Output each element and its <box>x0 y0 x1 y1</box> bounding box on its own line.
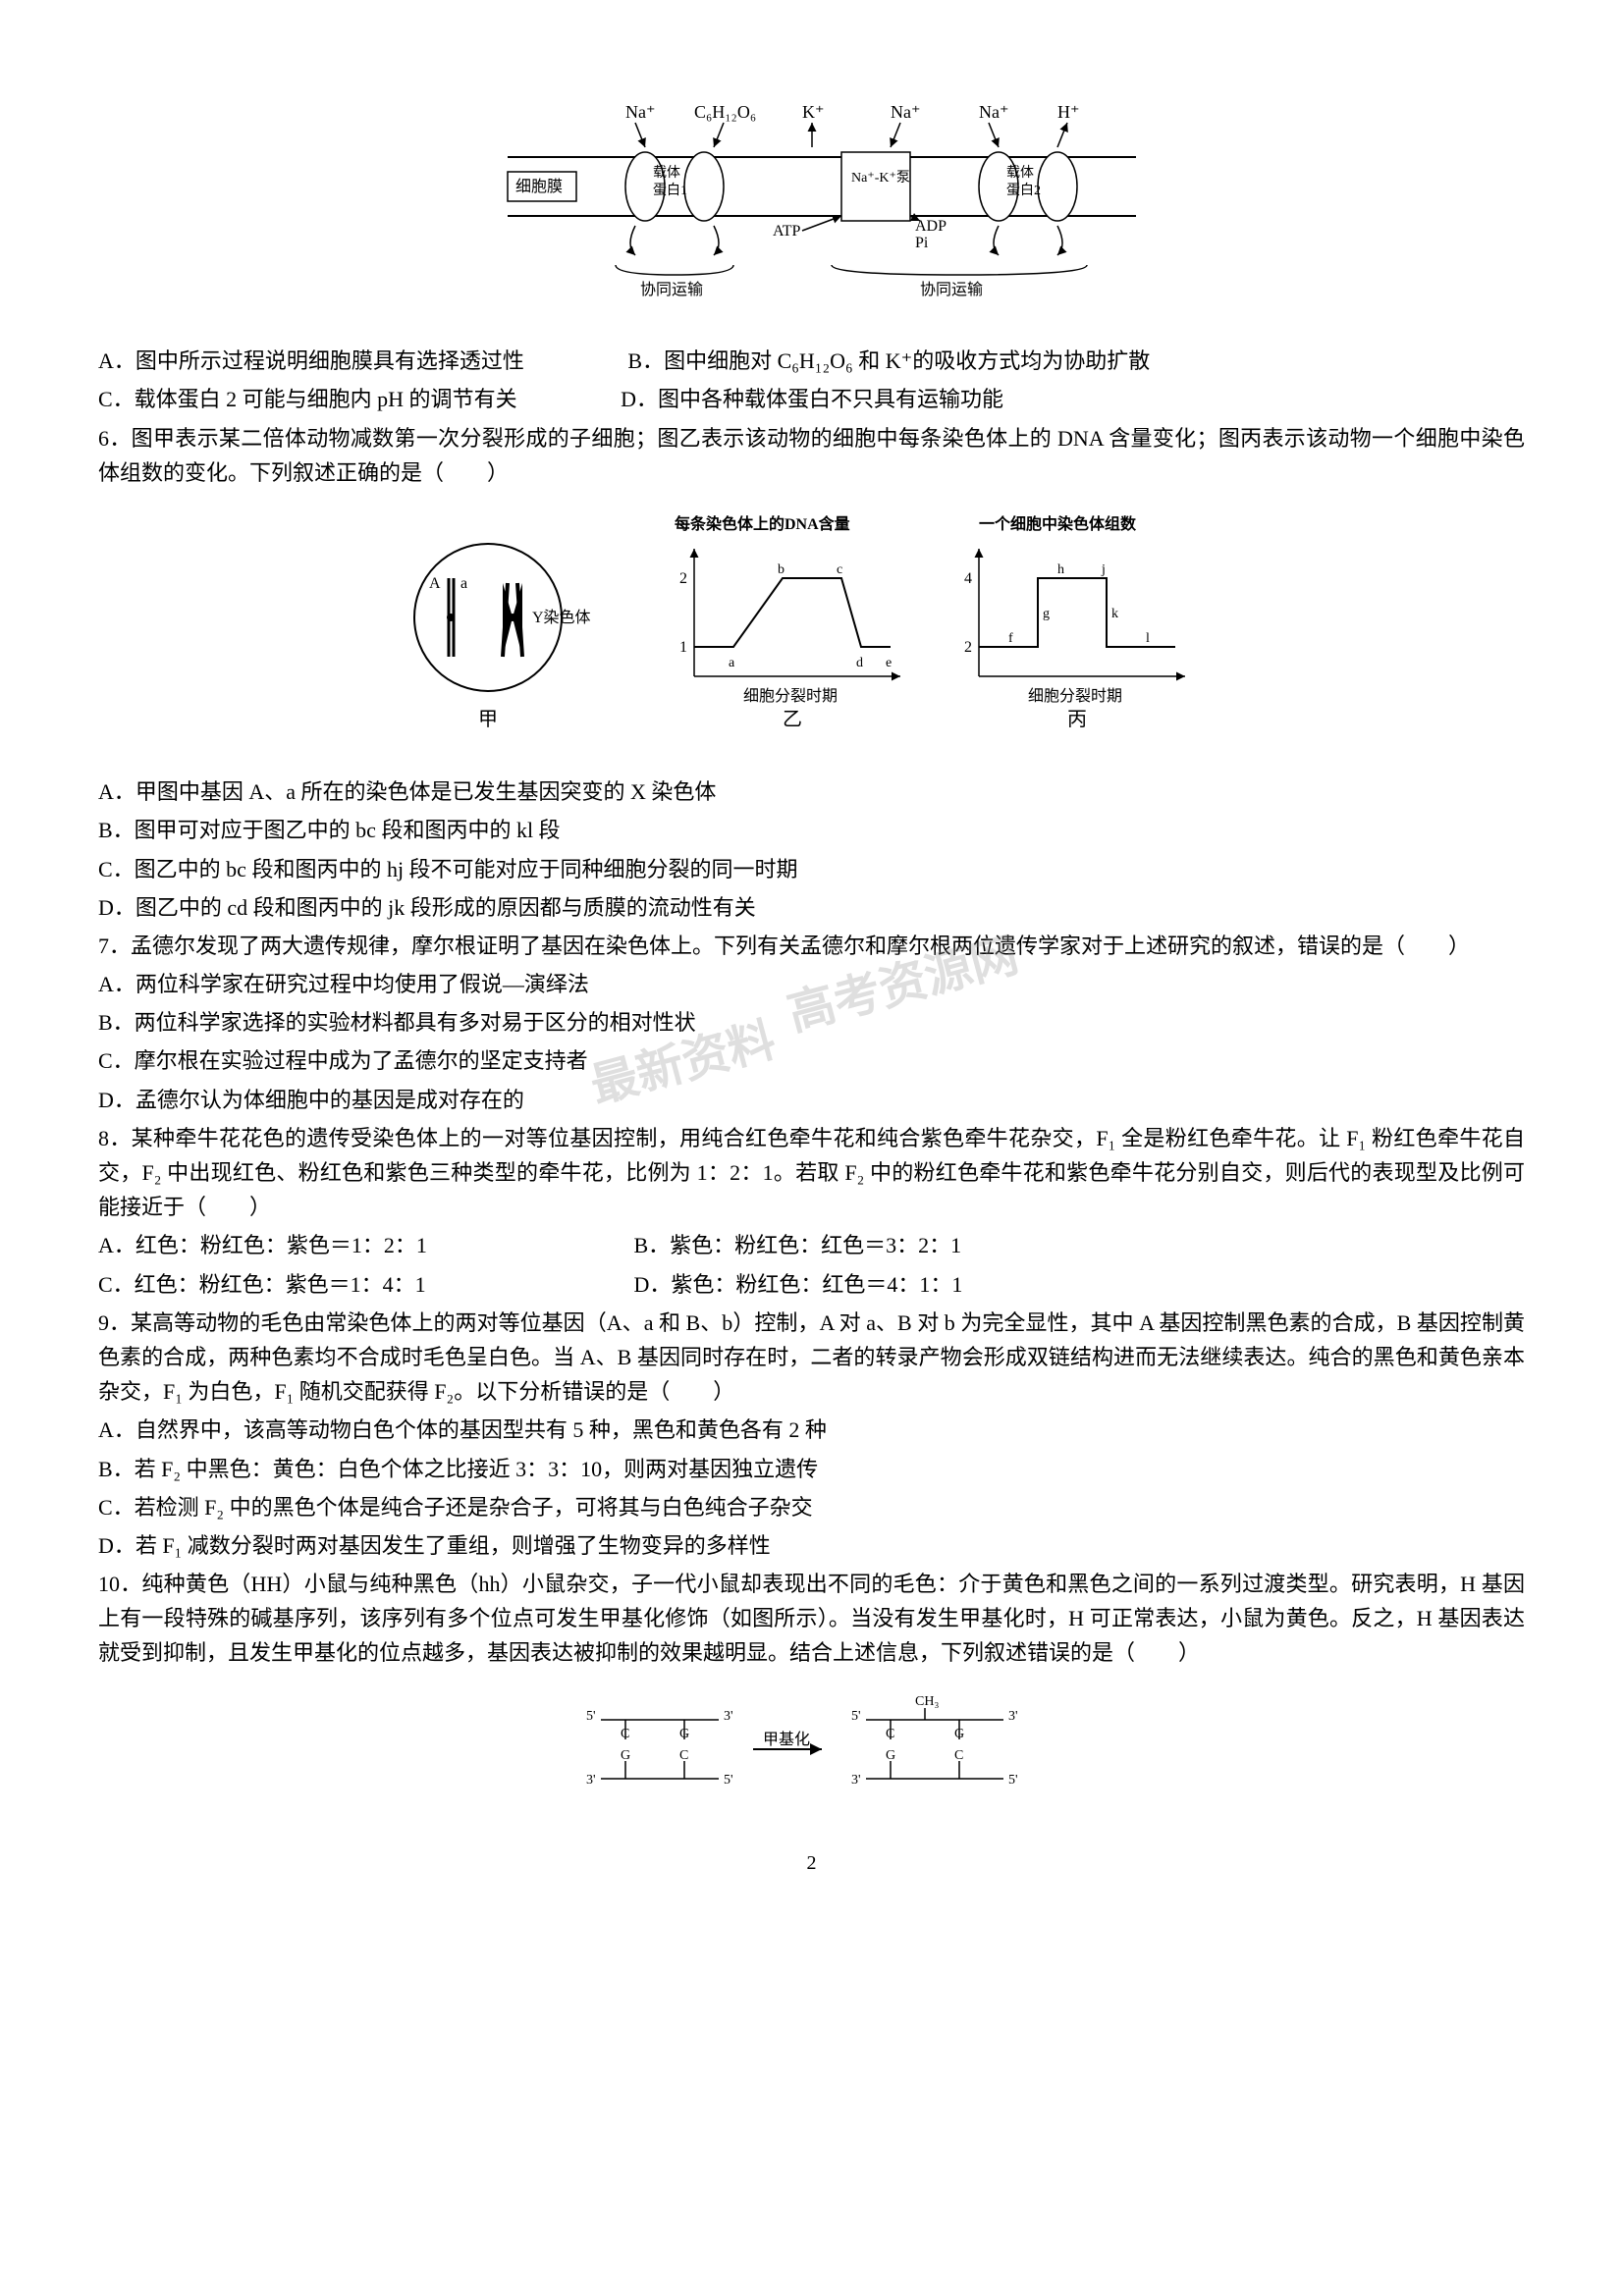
q9-opt-b: B．若 F₂ 中黑色：黄色：白色个体之比接近 3：3：10，则两对基因独立遗传 <box>98 1452 1525 1486</box>
q6-y2-2: 2 <box>964 639 972 656</box>
label-atp: ATP <box>773 223 801 240</box>
diagram-membrane-transport: Na⁺ C₆H₁₂O₆ K⁺ Na⁺ Na⁺ H⁺ 细胞膜 载体 蛋白 <box>98 98 1525 324</box>
q7-opt-a: A．两位科学家在研究过程中均使用了假说—演绎法 <box>98 967 1525 1001</box>
q10-c2b: C <box>954 1748 963 1763</box>
q10-g1: G <box>679 1727 689 1741</box>
q6-pl: l <box>1146 631 1150 646</box>
q10-5p-3: 5' <box>851 1709 861 1724</box>
q6-bing: 丙 <box>1067 709 1087 730</box>
q5-opt-d: D．图中各种载体蛋白不只具有运输功能 <box>621 382 1003 416</box>
q6-pb: b <box>778 562 784 577</box>
q10-5p-2: 5' <box>724 1773 733 1788</box>
q8-opt-b: B．紫色：粉红色：红色＝3：2：1 <box>634 1228 962 1262</box>
q10-3p-1: 3' <box>724 1709 733 1724</box>
q7-stem: 7．孟德尔发现了两大遗传规律，摩尔根证明了基因在染色体上。下列有关孟德尔和摩尔根… <box>98 929 1525 963</box>
q10-c1: C <box>621 1727 629 1741</box>
q10-5p-4: 5' <box>1008 1773 1018 1788</box>
label-carrier1-2: 蛋白1 <box>653 183 687 198</box>
q6-A: A <box>429 575 441 592</box>
q6-y4: 4 <box>964 570 972 587</box>
q10-3p-2: 3' <box>586 1773 596 1788</box>
q7-opt-c: C．摩尔根在实验过程中成为了孟德尔的坚定支持者 <box>98 1043 1525 1078</box>
q6-pd: d <box>856 656 863 670</box>
q6-svg: 每条染色体上的DNA含量 一个细胞中染色体组数 A a Y染色体 甲 2 1 a… <box>370 509 1254 745</box>
q6-ph: h <box>1057 562 1064 577</box>
q10-3p-4: 3' <box>851 1773 861 1788</box>
q8-opt-d: D．紫色：粉红色：红色＝4：1：1 <box>634 1267 963 1302</box>
diagram-q10: 5' 3' C G G C 3' 5' 甲基化 CH₃ 5' 3' C G G … <box>98 1690 1525 1808</box>
q6-pk: k <box>1111 607 1118 621</box>
page-number: 2 <box>98 1847 1525 1879</box>
q8-opt-a: A．红色：粉红色：紫色＝1：2：1 <box>98 1228 589 1262</box>
q6-pj: j <box>1101 562 1106 577</box>
label-pump: Na⁺-K⁺泵 <box>851 171 910 186</box>
q6-pe: e <box>886 656 892 670</box>
q8-opts-ab: A．红色：粉红色：紫色＝1：2：1 B．紫色：粉红色：红色＝3：2：1 <box>98 1228 1525 1262</box>
label-cotransport1: 协同运输 <box>640 281 703 298</box>
label-cotransport2: 协同运输 <box>920 281 983 298</box>
label-na1: Na⁺ <box>625 102 656 122</box>
q10-g1b: G <box>954 1727 964 1741</box>
q5-opt-b: B．图中细胞对 C₆H₁₂O₆ 和 K⁺的吸收方式均为协助扩散 <box>627 344 1150 378</box>
q10-ch3: CH₃ <box>915 1694 939 1709</box>
q8-opt-c: C．红色：粉红色：紫色＝1：4：1 <box>98 1267 589 1302</box>
q5-opt-a: A．图中所示过程说明细胞膜具有选择透过性 <box>98 344 524 378</box>
q5-option-c-d: C．载体蛋白 2 可能与细胞内 pH 的调节有关 D．图中各种载体蛋白不只具有运… <box>98 382 1525 416</box>
q8-opts-cd: C．红色：粉红色：紫色＝1：4：1 D．紫色：粉红色：红色＝4：1：1 <box>98 1267 1525 1302</box>
q7-opt-d: D．孟德尔认为体细胞中的基因是成对存在的 <box>98 1083 1525 1117</box>
q6-pa: a <box>729 656 735 670</box>
q6-opt-b: B．图甲可对应于图乙中的 bc 段和图丙中的 kl 段 <box>98 813 1525 847</box>
q5-opt-c: C．载体蛋白 2 可能与细胞内 pH 的调节有关 <box>98 382 517 416</box>
q10-svg: 5' 3' C G G C 3' 5' 甲基化 CH₃ 5' 3' C G G … <box>567 1690 1057 1798</box>
q10-c1b: C <box>886 1727 894 1741</box>
q10-g2: G <box>621 1748 630 1763</box>
q7-opt-b: B．两位科学家选择的实验材料都具有多对易于区分的相对性状 <box>98 1005 1525 1040</box>
q10-methylation: 甲基化 <box>763 1731 810 1748</box>
q9-opt-c: C．若检测 F₂ 中的黑色个体是纯合子还是杂合子，可将其与白色纯合子杂交 <box>98 1490 1525 1524</box>
q6-a-label: a <box>460 575 467 592</box>
label-glucose: C₆H₁₂O₆ <box>694 102 756 122</box>
q6-opt-d: D．图乙中的 cd 段和图丙中的 jk 段形成的原因都与质膜的流动性有关 <box>98 890 1525 925</box>
membrane-svg: Na⁺ C₆H₁₂O₆ K⁺ Na⁺ Na⁺ H⁺ 细胞膜 载体 蛋白 <box>468 98 1156 314</box>
label-carrier2-1: 载体 <box>1006 165 1034 181</box>
q6-opt-a: A．甲图中基因 A、a 所在的染色体是已发生基因突变的 X 染色体 <box>98 774 1525 809</box>
diagram-q6: 每条染色体上的DNA含量 一个细胞中染色体组数 A a Y染色体 甲 2 1 a… <box>98 509 1525 755</box>
q6-xaxis2: 细胞分裂时期 <box>1028 687 1122 705</box>
q10-stem: 10．纯种黄色（HH）小鼠与纯种黑色（hh）小鼠杂交，子一代小鼠却表现出不同的毛… <box>98 1567 1525 1671</box>
q6-title-yi: 每条染色体上的DNA含量 <box>675 514 850 533</box>
label-na2: Na⁺ <box>891 102 921 122</box>
q9-opt-d: D．若 F₁ 减数分裂时两对基因发生了重组，则增强了生物变异的多样性 <box>98 1528 1525 1563</box>
q6-y2-1: 2 <box>679 570 687 587</box>
q6-pf: f <box>1008 631 1013 646</box>
q6-stem: 6．图甲表示某二倍体动物减数第一次分裂形成的子细胞；图乙表示该动物的细胞中每条染… <box>98 421 1525 490</box>
q9-opt-a: A．自然界中，该高等动物白色个体的基因型共有 5 种，黑色和黄色各有 2 种 <box>98 1413 1525 1447</box>
q8-stem: 8．某种牵牛花花色的遗传受染色体上的一对等位基因控制，用纯合红色牵牛花和纯合紫色… <box>98 1121 1525 1225</box>
q6-xaxis1: 细胞分裂时期 <box>743 687 838 705</box>
q6-title-bing: 一个细胞中染色体组数 <box>979 514 1137 533</box>
q9-stem: 9．某高等动物的毛色由常染色体上的两对等位基因（A、a 和 B、b）控制，A 对… <box>98 1306 1525 1410</box>
q10-g2b: G <box>886 1748 895 1763</box>
label-carrier2-2: 蛋白2 <box>1006 183 1041 198</box>
label-na3: Na⁺ <box>979 102 1009 122</box>
q6-chx: Y染色体 <box>532 609 591 626</box>
q6-jia: 甲 <box>478 709 498 730</box>
label-pi: Pi <box>915 235 929 251</box>
label-k: K⁺ <box>802 102 825 122</box>
q6-yi: 乙 <box>783 709 802 730</box>
q10-3p-3: 3' <box>1008 1709 1018 1724</box>
q5-option-a-b: A．图中所示过程说明细胞膜具有选择透过性 B．图中细胞对 C₆H₁₂O₆ 和 K… <box>98 344 1525 378</box>
q6-opt-c: C．图乙中的 bc 段和图丙中的 hj 段不可能对应于同种细胞分裂的同一时期 <box>98 852 1525 886</box>
label-h: H⁺ <box>1057 102 1080 122</box>
q6-pc: c <box>837 562 842 577</box>
q6-y1: 1 <box>679 639 687 656</box>
q6-pg: g <box>1043 607 1050 621</box>
label-membrane: 细胞膜 <box>515 178 563 195</box>
label-carrier1-1: 载体 <box>653 165 680 181</box>
q10-5p-1: 5' <box>586 1709 596 1724</box>
q10-c2: C <box>679 1748 688 1763</box>
